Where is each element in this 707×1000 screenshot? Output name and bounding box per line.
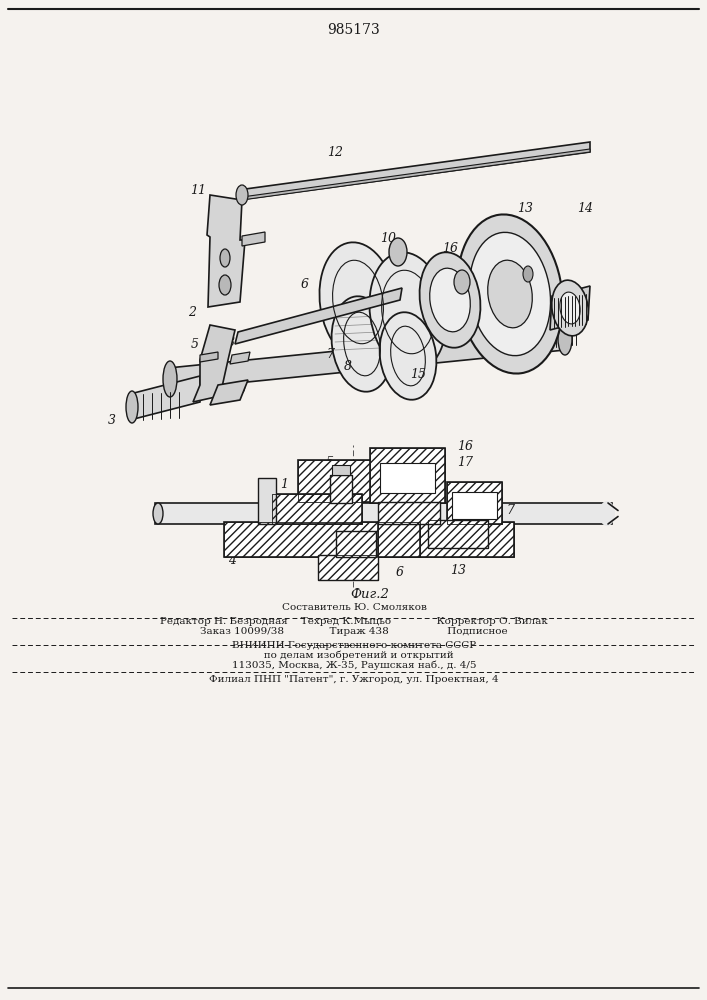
Text: 16: 16 (457, 440, 473, 454)
Text: Составитель Ю. Смоляков: Составитель Ю. Смоляков (281, 603, 426, 612)
Ellipse shape (153, 503, 163, 524)
Bar (378, 502, 440, 524)
Text: 13: 13 (450, 564, 466, 576)
Polygon shape (235, 288, 402, 344)
Text: 3: 3 (108, 414, 116, 426)
Text: Фиг.2: Фиг.2 (351, 588, 390, 601)
Text: 7: 7 (506, 504, 514, 518)
Text: 5: 5 (326, 456, 334, 470)
Ellipse shape (236, 185, 248, 205)
Text: 11: 11 (190, 184, 206, 196)
Text: 10: 10 (332, 566, 348, 580)
Bar (336, 531, 376, 557)
Bar (298, 460, 398, 502)
Bar (428, 520, 488, 548)
Text: 2: 2 (188, 306, 196, 318)
Bar (428, 520, 488, 548)
Text: 8: 8 (344, 360, 352, 372)
Text: 14: 14 (236, 526, 252, 540)
Ellipse shape (219, 275, 231, 295)
Bar (298, 460, 398, 502)
Bar (370, 448, 445, 503)
Bar (318, 555, 378, 580)
Polygon shape (210, 380, 248, 405)
Text: по делам изобретений и открытий: по делам изобретений и открытий (255, 650, 454, 660)
Text: 12: 12 (327, 146, 343, 159)
Bar (330, 475, 352, 503)
Bar (330, 475, 352, 503)
Bar (272, 494, 362, 524)
Text: Фиг.1: Фиг.1 (385, 482, 424, 494)
Ellipse shape (370, 252, 447, 372)
Text: 6: 6 (301, 277, 309, 290)
Polygon shape (130, 376, 200, 420)
Bar (447, 482, 502, 524)
Bar (378, 502, 440, 524)
Polygon shape (168, 328, 565, 390)
Bar (332, 465, 350, 475)
Bar (452, 492, 497, 519)
Bar (378, 522, 420, 557)
Bar (447, 482, 502, 524)
Text: 3: 3 (258, 528, 266, 540)
Text: 5: 5 (191, 338, 199, 352)
Ellipse shape (419, 252, 481, 348)
Ellipse shape (320, 242, 397, 362)
Polygon shape (242, 149, 590, 200)
Bar (370, 448, 445, 503)
Bar (155, 503, 612, 524)
Text: 985173: 985173 (327, 23, 380, 37)
Text: 17: 17 (457, 456, 473, 468)
Polygon shape (200, 352, 218, 362)
Ellipse shape (126, 391, 138, 423)
Bar (380, 463, 435, 493)
Bar (378, 522, 420, 557)
Polygon shape (242, 232, 265, 246)
Ellipse shape (380, 312, 436, 400)
Text: 6: 6 (396, 566, 404, 578)
Text: 14: 14 (577, 202, 593, 215)
Text: 1: 1 (280, 478, 288, 490)
Polygon shape (230, 352, 250, 364)
Text: ВНИИПИ Государственного комитета СССР: ВНИИПИ Государственного комитета СССР (232, 641, 476, 650)
Ellipse shape (523, 266, 533, 282)
Text: 17: 17 (460, 251, 476, 264)
Ellipse shape (558, 323, 572, 355)
Text: Заказ 10099/38              Тираж 438                  Подписное: Заказ 10099/38 Тираж 438 Подписное (200, 628, 508, 637)
Bar (272, 494, 362, 524)
Ellipse shape (469, 232, 551, 356)
Ellipse shape (454, 270, 470, 294)
Text: 18: 18 (221, 336, 235, 349)
Ellipse shape (163, 361, 177, 397)
Text: Редактор Н. Безродная    Техред К.Мыцьо              Корректор О. Вилак: Редактор Н. Безродная Техред К.Мыцьо Кор… (160, 617, 548, 626)
Ellipse shape (599, 501, 615, 526)
Text: 10: 10 (380, 232, 396, 244)
Ellipse shape (488, 260, 532, 328)
Polygon shape (238, 142, 590, 200)
Bar (258, 478, 276, 524)
Ellipse shape (551, 280, 588, 336)
Ellipse shape (220, 249, 230, 267)
Bar (318, 555, 378, 580)
Text: 113035, Москва, Ж-35, Раушская наб., д. 4/5: 113035, Москва, Ж-35, Раушская наб., д. … (232, 660, 477, 670)
Bar (224, 522, 514, 557)
Ellipse shape (430, 268, 470, 332)
Bar (224, 522, 514, 557)
Ellipse shape (560, 292, 580, 324)
Polygon shape (193, 325, 235, 402)
Ellipse shape (457, 214, 563, 374)
Text: 4: 4 (228, 554, 236, 566)
Polygon shape (207, 195, 245, 307)
Text: Филиал ПНП "Патент", г. Ужгород, ул. Проектная, 4: Филиал ПНП "Патент", г. Ужгород, ул. Про… (209, 676, 499, 684)
Text: 9: 9 (238, 383, 246, 396)
Text: 15: 15 (410, 367, 426, 380)
Text: 7: 7 (326, 348, 334, 360)
Bar (336, 531, 376, 557)
Text: 16: 16 (442, 241, 458, 254)
Text: 13: 13 (517, 202, 533, 215)
Ellipse shape (389, 238, 407, 266)
Ellipse shape (332, 296, 392, 392)
Polygon shape (550, 286, 590, 330)
